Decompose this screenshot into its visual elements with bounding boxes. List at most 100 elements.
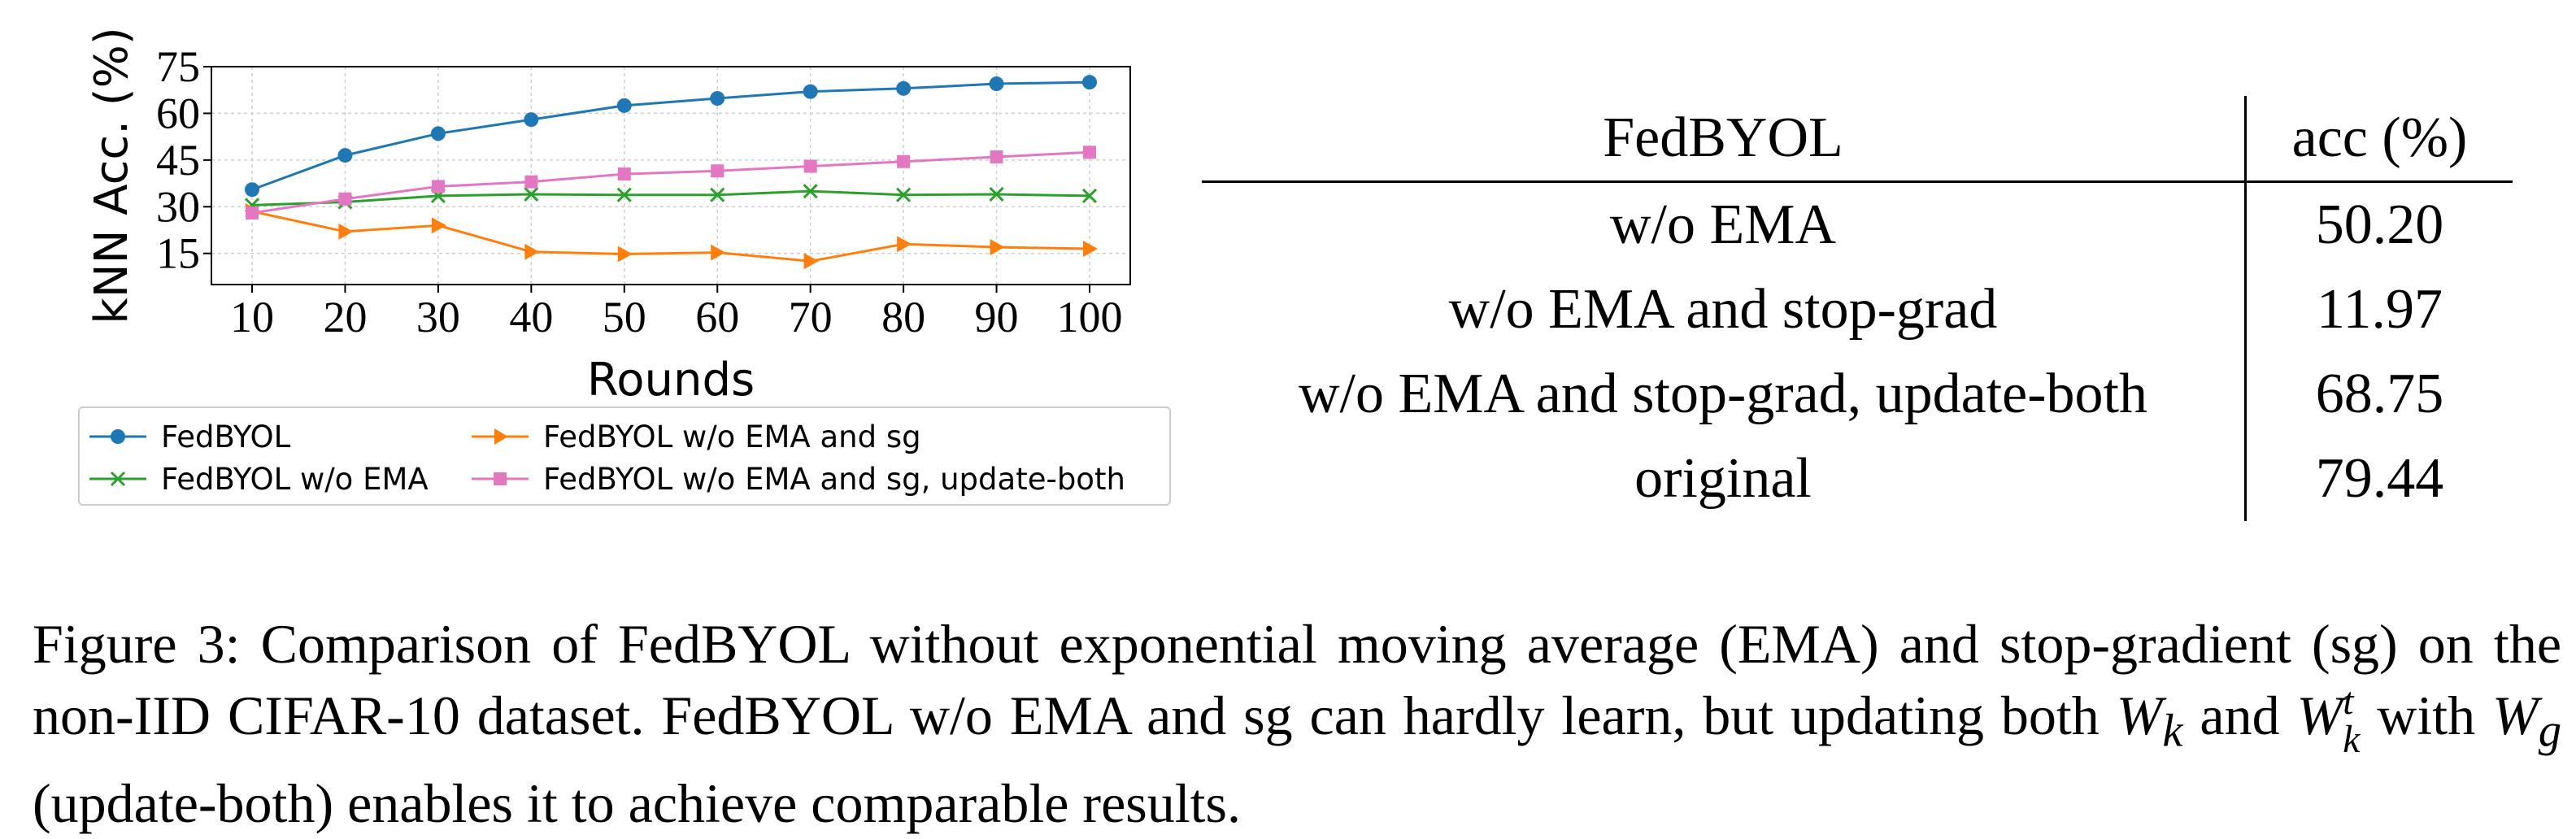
table-header-row: FedBYOL acc (%): [1202, 96, 2513, 183]
data-point: [803, 184, 818, 199]
x-tick-label: 90: [975, 293, 1019, 341]
table-cell-acc: 68.75: [2244, 352, 2513, 437]
data-point: [338, 192, 352, 206]
figure-caption: Figure 3: Comparison of FedBYOL without …: [33, 608, 2561, 839]
data-point: [524, 243, 540, 260]
table-row: original 79.44: [1202, 437, 2513, 521]
table-header-method: FedBYOL: [1603, 107, 1843, 169]
data-point: [616, 187, 632, 202]
plot-area-frame: [211, 66, 1131, 285]
y-tick-label: 15: [156, 229, 200, 278]
legend-label: FedBYOL w/o EMA: [161, 461, 429, 497]
data-point: [990, 150, 1003, 164]
series-line: [251, 189, 1090, 206]
x-tick-label: 40: [509, 293, 553, 341]
y-tick-label: 75: [156, 42, 200, 91]
x-tick-label: 100: [1057, 293, 1123, 341]
x-tick-label: 20: [323, 293, 367, 341]
data-point: [990, 239, 1005, 256]
triangle-marker-icon: [472, 428, 529, 445]
legend-label: FedBYOL w/o EMA and sg: [543, 419, 921, 454]
legend-item-fedbyol-wo-ema: FedBYOL w/o EMA: [88, 459, 429, 499]
table-cell-acc: 50.20: [2244, 183, 2513, 267]
data-point: [1083, 240, 1098, 257]
data-point: [245, 182, 259, 198]
table-header-acc: acc (%): [2244, 96, 2513, 180]
y-tick-label: 60: [156, 89, 200, 137]
data-point: [803, 253, 819, 270]
chart-legend: FedBYOL FedBYOL w/o EMA FedBYOL w/o EMA …: [78, 406, 1171, 506]
legend-item-fedbyol: FedBYOL: [88, 416, 290, 457]
series-line: [251, 80, 1090, 191]
table-row: w/o EMA and stop-grad 11.97: [1202, 267, 2513, 352]
data-point: [337, 148, 353, 163]
x-tick-label: 60: [695, 293, 739, 341]
x-marker-icon: [89, 471, 146, 487]
series-fedbyol: [245, 75, 1097, 198]
math-w-k: Wk: [2116, 685, 2183, 757]
caption-text: with: [2360, 685, 2493, 746]
y-tick-label: 45: [156, 136, 200, 185]
math-w-g: Wg: [2492, 685, 2562, 757]
data-point: [617, 246, 633, 263]
data-point: [989, 186, 1004, 202]
data-point: [710, 187, 725, 202]
data-point: [897, 236, 912, 253]
caption-text: and: [2182, 685, 2297, 746]
chart-series: [244, 75, 1098, 270]
data-point: [524, 186, 539, 202]
legend-label: FedBYOL w/o EMA and sg, update-both: [543, 461, 1125, 497]
data-point: [431, 180, 445, 193]
data-point: [431, 217, 446, 234]
legend-item-update-both: FedBYOL w/o EMA and sg, update-both: [470, 459, 1125, 499]
table-cell-acc: 79.44: [2244, 437, 2513, 521]
y-tick-label: 30: [156, 182, 200, 231]
data-point: [617, 167, 631, 181]
data-point: [897, 154, 911, 168]
data-point: [803, 159, 817, 173]
data-point: [524, 175, 538, 189]
table-cell-acc: 11.97: [2244, 267, 2513, 352]
caption-text: Figure 3: Comparison of FedBYOL without …: [33, 613, 2561, 746]
data-point: [989, 76, 1004, 92]
series-fedbyol-w-o-ema-and-sg: [246, 203, 1098, 270]
table-cell-method: original: [1634, 447, 1812, 510]
data-point: [338, 223, 354, 240]
legend-label: FedBYOL: [161, 419, 291, 454]
data-point: [1083, 146, 1096, 159]
data-point: [710, 91, 725, 107]
table-row: w/o EMA 50.20: [1202, 183, 2513, 267]
data-point: [246, 206, 259, 220]
series-line: [251, 210, 1090, 263]
caption-text: (update-both) enables it to achieve comp…: [33, 772, 1241, 834]
data-point: [524, 112, 539, 128]
y-axis-label: kNN Acc. (%): [85, 27, 138, 324]
data-point: [616, 98, 632, 113]
x-tick-label: 10: [230, 293, 274, 341]
data-point: [803, 84, 818, 99]
data-point: [711, 244, 726, 261]
data-point: [1082, 75, 1097, 90]
table-cell-method: w/o EMA and stop-grad, update-both: [1299, 363, 2147, 425]
series-fedbyol-w-o-ema-and-sg-update-both: [246, 146, 1096, 220]
square-marker-icon: [472, 472, 529, 485]
data-point: [711, 164, 724, 178]
data-point: [430, 126, 446, 141]
ablation-table: FedBYOL acc (%) w/o EMA 50.20 w/o EMA an…: [1202, 96, 2513, 521]
table-cell-method: w/o EMA and stop-grad: [1448, 278, 1998, 341]
series-line: [251, 150, 1090, 215]
x-tick-label: 80: [881, 293, 925, 341]
x-axis-label: Rounds: [587, 354, 755, 406]
x-tick-label: 30: [416, 293, 460, 341]
data-point: [1081, 188, 1098, 203]
x-tick-label: 70: [789, 293, 833, 341]
data-point: [896, 80, 912, 96]
data-point: [896, 187, 912, 202]
circle-marker-icon: [89, 429, 146, 444]
table-cell-method: w/o EMA: [1609, 193, 1837, 256]
table-row: w/o EMA and stop-grad, update-both 68.75: [1202, 352, 2513, 437]
series-fedbyol-w-o-ema: [244, 184, 1098, 213]
